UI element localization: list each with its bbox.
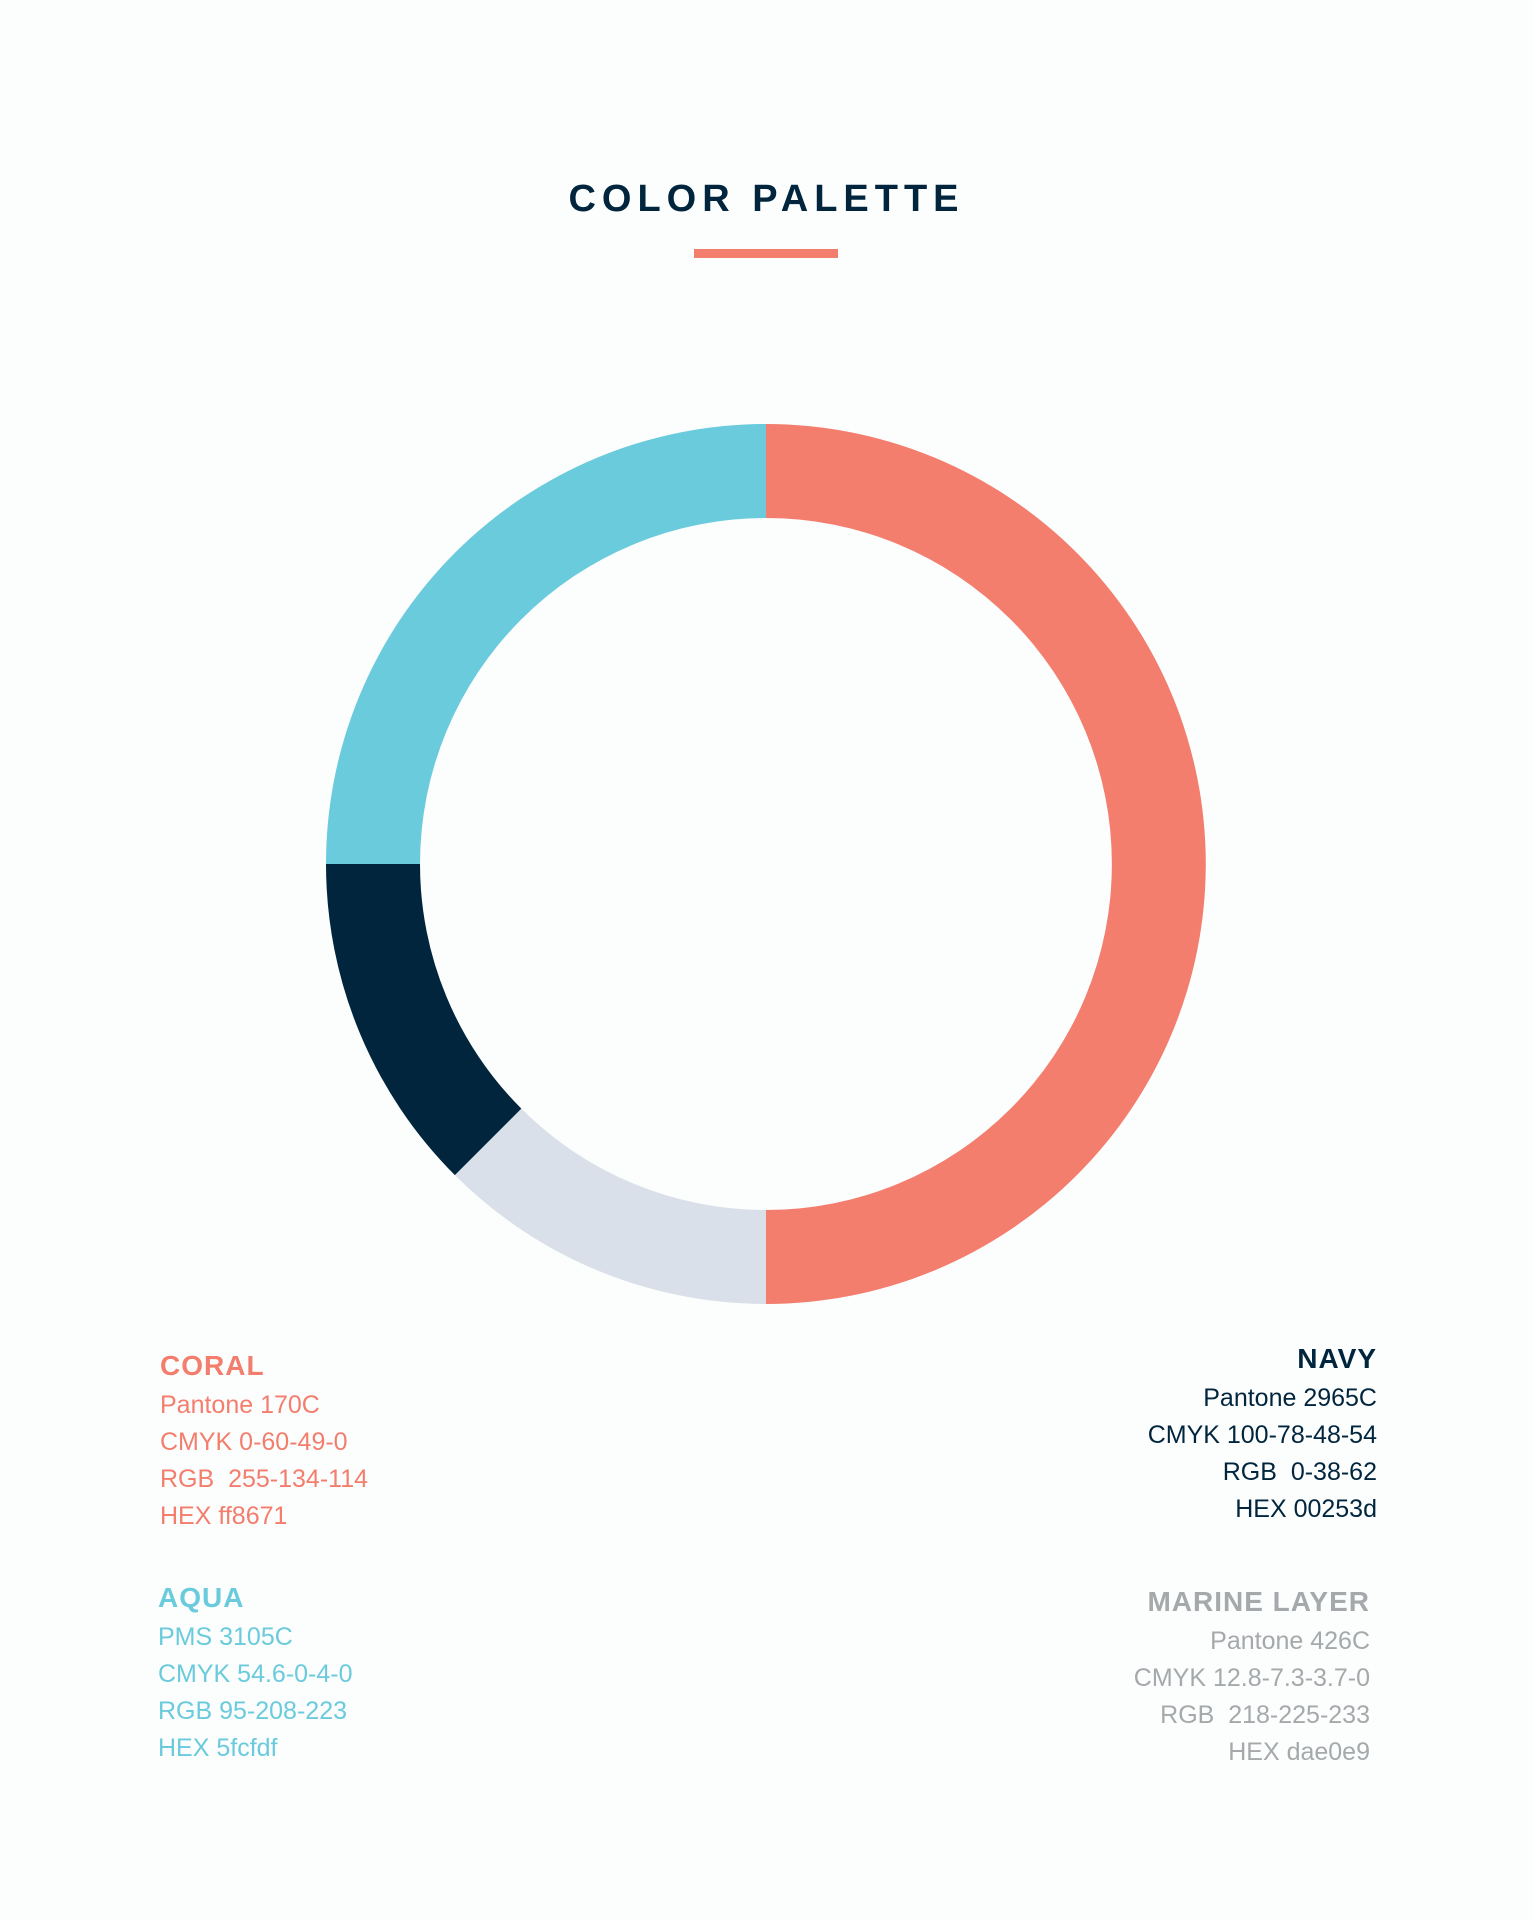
swatch-coral-name: CORAL (160, 1350, 265, 1381)
swatch-aqua: AQUA PMS 3105C CMYK 54.6-0-4-0 RGB 95-20… (158, 1577, 353, 1767)
page-title: COLOR PALETTE (568, 178, 965, 220)
swatch-coral-rgb: RGB 255-134-114 (160, 1465, 368, 1493)
donut-slice-navy (326, 864, 522, 1176)
swatch-marine-layer-pantone: Pantone 426C (1210, 1627, 1370, 1655)
swatch-coral-hex: HEX ff8671 (160, 1502, 288, 1530)
swatch-coral-pantone: Pantone 170C (160, 1391, 320, 1419)
swatch-aqua-pms: PMS 3105C (158, 1623, 293, 1651)
swatch-marine-layer-rgb: RGB 218-225-233 (1160, 1701, 1370, 1729)
swatch-aqua-cmyk: CMYK 54.6-0-4-0 (158, 1660, 353, 1688)
swatch-navy-name: NAVY (1297, 1343, 1377, 1374)
swatch-coral-cmyk: CMYK 0-60-49-0 (160, 1428, 348, 1456)
swatch-marine-layer-hex: HEX dae0e9 (1228, 1738, 1370, 1766)
donut-slice-coral (766, 424, 1206, 1304)
swatch-navy-hex: HEX 00253d (1235, 1495, 1377, 1523)
donut-slice-aqua (326, 424, 766, 864)
title-underline (694, 249, 838, 258)
swatch-navy-rgb: RGB 0-38-62 (1222, 1458, 1377, 1486)
swatch-aqua-rgb: RGB 95-208-223 (158, 1697, 348, 1725)
swatch-navy-pantone: Pantone 2965C (1203, 1384, 1377, 1412)
swatch-marine-layer: MARINE LAYER Pantone 426C CMYK 12.8-7.3-… (1134, 1581, 1370, 1771)
swatch-aqua-name: AQUA (158, 1582, 245, 1613)
swatch-navy-cmyk: CMYK 100-78-48-54 (1147, 1421, 1377, 1449)
swatch-navy: NAVY Pantone 2965C CMYK 100-78-48-54 RGB… (1148, 1338, 1377, 1528)
swatch-marine-layer-name: MARINE LAYER (1147, 1586, 1370, 1617)
donut-slice-marine-layer (454, 1108, 766, 1304)
swatch-coral: CORAL Pantone 170C CMYK 0-60-49-0 RGB 25… (160, 1345, 368, 1535)
swatch-marine-layer-cmyk: CMYK 12.8-7.3-3.7-0 (1133, 1664, 1370, 1692)
swatch-aqua-hex: HEX 5fcfdf (158, 1734, 278, 1762)
